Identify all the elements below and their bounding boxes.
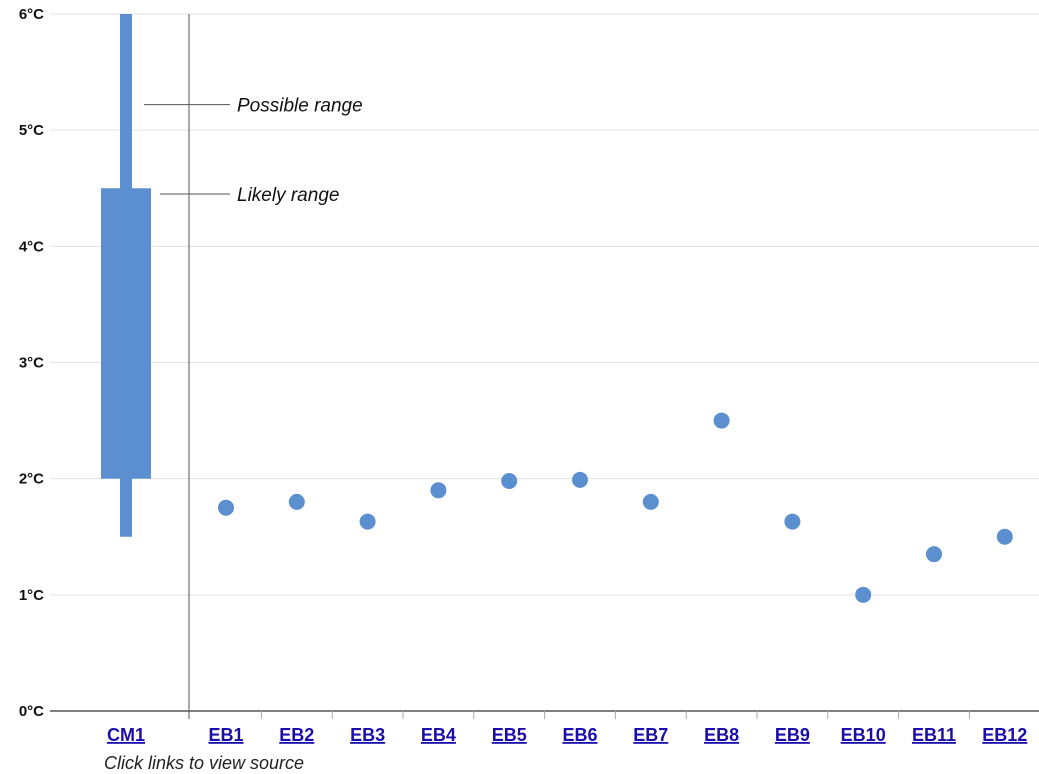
y-tick-label: 6°C [19,6,44,23]
y-tick-label: 2°C [19,471,44,488]
category-link-eb5[interactable]: EB5 [492,725,527,745]
category-link-eb1[interactable]: EB1 [208,725,243,745]
y-tick-label: 0°C [19,703,44,720]
y-tick-label: 5°C [19,122,44,139]
category-link-eb2[interactable]: EB2 [279,725,314,745]
cm1-range-bar: Possible range Likely range [101,14,363,537]
category-link-eb4[interactable]: EB4 [421,725,456,745]
data-point [713,412,730,429]
x-axis-ticks [188,711,970,719]
likely-range-bar [101,188,151,479]
eb-points [218,412,1013,603]
category-link-eb11[interactable]: EB11 [912,725,956,745]
footnote: Click links to view source [104,753,304,773]
possible-range-label: Possible range [237,96,363,117]
data-point [926,546,942,563]
category-link-eb10[interactable]: EB10 [841,725,886,745]
data-point [218,499,234,516]
data-point [572,471,588,488]
y-tick-label: 1°C [19,587,44,604]
category-link-eb9[interactable]: EB9 [775,725,810,745]
data-point [501,472,518,489]
y-tick-label: 3°C [19,355,44,372]
category-link-eb12[interactable]: EB12 [982,725,1027,745]
data-point [359,513,376,530]
category-link-cm1[interactable]: CM1 [107,725,145,745]
category-link-eb6[interactable]: EB6 [562,725,597,745]
data-point [642,493,659,510]
y-axis-ticks: 0°C 1°C 2°C 3°C 4°C 5°C 6°C [19,6,44,720]
category-link-eb8[interactable]: EB8 [704,725,739,745]
data-point [855,586,872,603]
category-links[interactable]: CM1 EB1 EB2 EB3 EB4 EB5 EB6 EB7 EB8 EB9 EB10 EB11 EB… [107,725,1027,745]
data-point [288,493,305,510]
y-tick-label: 4°C [19,238,44,255]
likely-range-label: Likely range [237,185,339,206]
category-link-eb7[interactable]: EB7 [633,725,668,745]
data-point [996,528,1013,545]
category-link-eb3[interactable]: EB3 [350,725,385,745]
gridlines [50,13,1039,596]
data-point [784,513,801,530]
data-point [430,482,447,499]
